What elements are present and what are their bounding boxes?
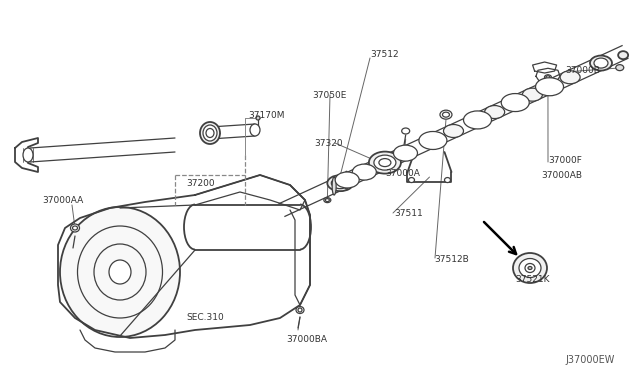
Ellipse shape: [545, 75, 552, 80]
Ellipse shape: [590, 55, 612, 71]
Ellipse shape: [327, 175, 353, 191]
Ellipse shape: [442, 112, 449, 117]
Ellipse shape: [519, 259, 541, 278]
Text: 37320: 37320: [314, 138, 342, 148]
Text: 37000BA: 37000BA: [286, 336, 327, 344]
Text: 37000AA: 37000AA: [42, 196, 83, 205]
Ellipse shape: [402, 128, 410, 134]
Text: 37170M: 37170M: [248, 110, 285, 119]
Ellipse shape: [394, 145, 417, 161]
Ellipse shape: [396, 147, 415, 159]
Ellipse shape: [355, 166, 373, 178]
Ellipse shape: [70, 224, 79, 232]
Ellipse shape: [445, 177, 451, 183]
Text: 37512: 37512: [370, 49, 399, 58]
Ellipse shape: [344, 171, 349, 189]
Ellipse shape: [72, 226, 77, 230]
Ellipse shape: [616, 65, 624, 71]
Text: J37000EW: J37000EW: [565, 355, 614, 365]
Text: 37521K: 37521K: [515, 276, 550, 285]
Text: 37000AB: 37000AB: [541, 170, 582, 180]
Ellipse shape: [419, 131, 447, 150]
Text: 37000A: 37000A: [386, 169, 420, 177]
Ellipse shape: [200, 122, 220, 144]
Ellipse shape: [484, 106, 505, 119]
Ellipse shape: [250, 124, 260, 136]
Ellipse shape: [594, 58, 608, 68]
Ellipse shape: [352, 164, 376, 180]
Ellipse shape: [560, 71, 580, 84]
Ellipse shape: [536, 78, 564, 96]
Ellipse shape: [23, 148, 33, 162]
Ellipse shape: [525, 263, 535, 273]
Ellipse shape: [332, 178, 349, 189]
Ellipse shape: [206, 128, 214, 138]
Ellipse shape: [296, 307, 304, 314]
Ellipse shape: [338, 174, 356, 186]
Ellipse shape: [440, 110, 452, 119]
Ellipse shape: [501, 94, 529, 112]
Text: 37000B: 37000B: [565, 65, 600, 74]
Text: 37050E: 37050E: [312, 90, 346, 99]
Text: 37200: 37200: [186, 179, 214, 187]
Text: 37511: 37511: [394, 208, 423, 218]
Ellipse shape: [423, 134, 443, 147]
Ellipse shape: [618, 51, 628, 59]
Ellipse shape: [369, 152, 401, 174]
Ellipse shape: [203, 125, 217, 141]
Ellipse shape: [546, 76, 550, 79]
Ellipse shape: [298, 308, 302, 312]
Ellipse shape: [513, 253, 547, 283]
Ellipse shape: [325, 199, 330, 202]
Ellipse shape: [324, 198, 331, 203]
Ellipse shape: [332, 177, 336, 195]
Ellipse shape: [463, 111, 492, 129]
Ellipse shape: [256, 116, 260, 120]
Ellipse shape: [374, 155, 396, 170]
Ellipse shape: [444, 125, 463, 138]
Ellipse shape: [379, 158, 391, 167]
Text: 37512B: 37512B: [434, 256, 468, 264]
Text: 37000F: 37000F: [548, 155, 582, 164]
Ellipse shape: [528, 266, 532, 269]
Ellipse shape: [60, 207, 180, 337]
Text: SEC.310: SEC.310: [186, 314, 224, 323]
Ellipse shape: [408, 177, 415, 183]
Ellipse shape: [109, 260, 131, 284]
Ellipse shape: [522, 88, 542, 101]
Ellipse shape: [335, 172, 359, 188]
